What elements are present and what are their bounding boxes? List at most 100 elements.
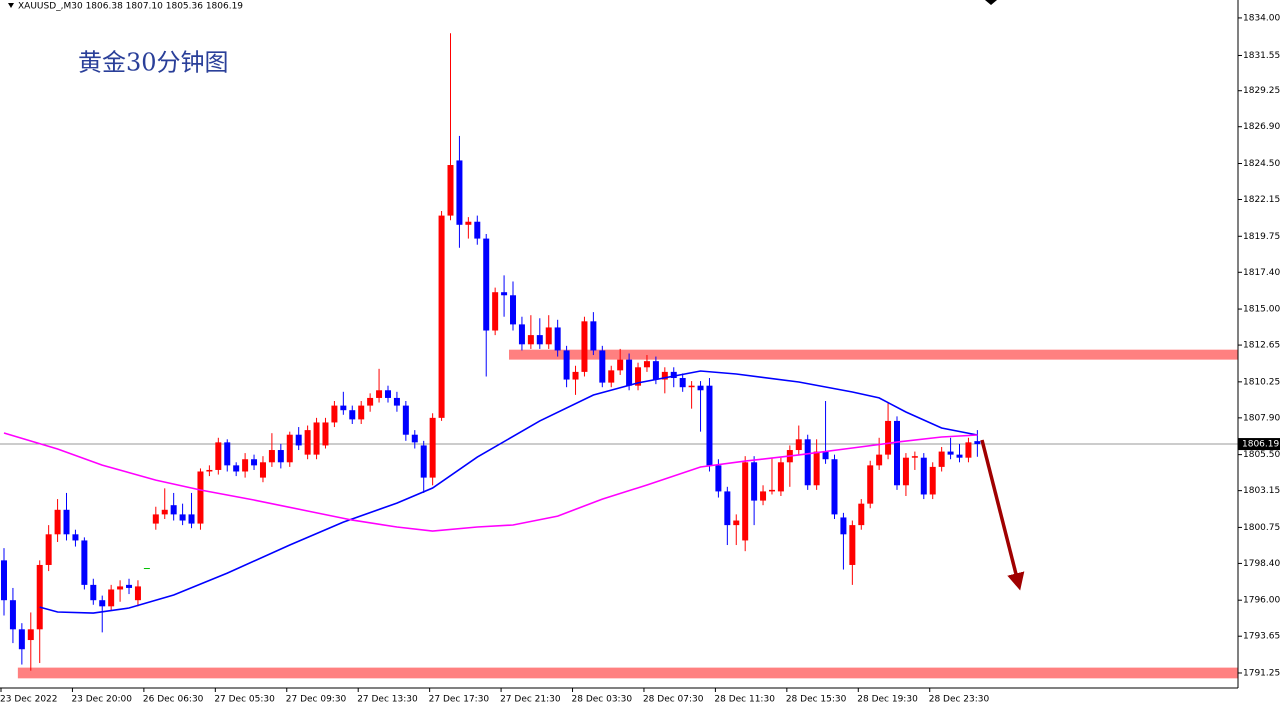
candle-body (849, 525, 856, 565)
x-tick-label: 28 Dec 11:30 (714, 695, 775, 705)
candle-body (340, 405, 347, 411)
x-tick-label: 27 Dec 09:30 (286, 695, 347, 705)
candle-body (706, 385, 713, 466)
candle-body (367, 397, 374, 406)
candle-body (152, 514, 159, 524)
moving-average (39, 370, 978, 614)
candle-body (822, 451, 829, 460)
candle-body (527, 335, 534, 345)
y-tick-label: 1791.25 (1243, 668, 1280, 678)
candle-body (885, 420, 892, 455)
last-price-box (1238, 438, 1280, 451)
candle-body (108, 589, 115, 607)
candle-body (492, 292, 499, 331)
candle-body (45, 534, 52, 565)
candle-body (894, 420, 900, 486)
candle-body (545, 327, 552, 345)
candle-body (126, 584, 133, 588)
x-tick-label: 28 Dec 23:30 (929, 695, 990, 705)
candle-body (715, 465, 722, 492)
candle-body (215, 442, 222, 470)
candle-body (358, 405, 365, 420)
candle-body (304, 430, 311, 455)
x-tick-label: 23 Dec 20:00 (71, 695, 132, 705)
candle-body (90, 584, 97, 601)
candle-body (188, 514, 195, 524)
candle-body (876, 454, 883, 466)
y-tick-label: 1819.75 (1243, 232, 1280, 242)
candle-body (902, 457, 909, 486)
candle-body (483, 238, 490, 331)
candle-body (724, 491, 731, 526)
candle-body (510, 295, 517, 325)
candle-body (402, 405, 409, 435)
y-tick-label: 1831.55 (1243, 51, 1280, 61)
y-tick-label: 1800.75 (1243, 523, 1280, 533)
y-tick-label: 1815.00 (1243, 305, 1280, 315)
candle-body (938, 451, 945, 467)
candle-body (661, 371, 668, 380)
x-tick-label: 27 Dec 17:30 (429, 695, 490, 705)
candle-body (134, 586, 141, 601)
candle-body (295, 434, 302, 446)
candle-body (161, 509, 168, 515)
candle-body (768, 489, 775, 492)
candle-body (376, 390, 383, 398)
plot-area (0, 0, 1238, 688)
candle-body (501, 292, 508, 296)
candle-body (840, 517, 847, 535)
candle-body (670, 371, 677, 379)
candle-body (804, 439, 811, 486)
y-tick-label: 1810.25 (1243, 377, 1280, 387)
forecast-arrow (980, 439, 1025, 591)
y-tick-label: 1829.25 (1243, 86, 1280, 96)
y-tick-label: 1805.50 (1243, 450, 1280, 460)
y-tick-label: 1822.15 (1243, 195, 1280, 205)
candle-body (251, 459, 258, 466)
x-tick-label: 28 Dec 19:30 (857, 695, 918, 705)
candle-body (36, 564, 43, 630)
candle-body (420, 445, 427, 478)
candle-body (259, 462, 266, 478)
candle-body (635, 367, 642, 386)
candle-body (965, 442, 972, 458)
candle-body (81, 540, 88, 585)
candle-body (268, 450, 275, 463)
candle-body (313, 422, 320, 455)
candle-body (652, 361, 659, 380)
candle-body (760, 491, 767, 501)
candle-body (349, 410, 356, 420)
chart-title: 黄金30分钟图 (78, 49, 229, 77)
candle-body (411, 434, 418, 443)
candle-body (429, 417, 436, 478)
moving-average (3, 432, 978, 532)
candle-body (911, 456, 918, 458)
shift-marker (985, 0, 997, 5)
y-tick-label: 1824.50 (1243, 159, 1280, 169)
candle-body (867, 465, 874, 504)
candle-body (322, 422, 329, 446)
candle-body (277, 450, 284, 463)
candle-body (9, 600, 16, 630)
y-tick-label: 1826.90 (1243, 122, 1280, 132)
candle-body (974, 441, 981, 445)
candle-body (608, 370, 615, 383)
candle-body (384, 390, 391, 398)
x-tick-label: 27 Dec 21:30 (500, 695, 561, 705)
x-tick-label: 27 Dec 13:30 (357, 695, 418, 705)
x-tick-label: 28 Dec 15:30 (786, 695, 847, 705)
candle-body (581, 321, 588, 372)
menu-triangle[interactable] (8, 3, 14, 8)
candle-body (393, 397, 400, 406)
candle-body (795, 439, 802, 451)
candle-body (858, 503, 865, 526)
candle-body (742, 462, 749, 541)
candle-body (688, 385, 695, 388)
y-tick-label: 1812.65 (1243, 341, 1280, 351)
y-tick-label: 1793.65 (1243, 632, 1280, 642)
y-tick-label: 1834.00 (1243, 13, 1280, 23)
candle-body (590, 321, 597, 351)
candle-body (456, 160, 463, 225)
x-tick-label: 28 Dec 03:30 (572, 695, 633, 705)
